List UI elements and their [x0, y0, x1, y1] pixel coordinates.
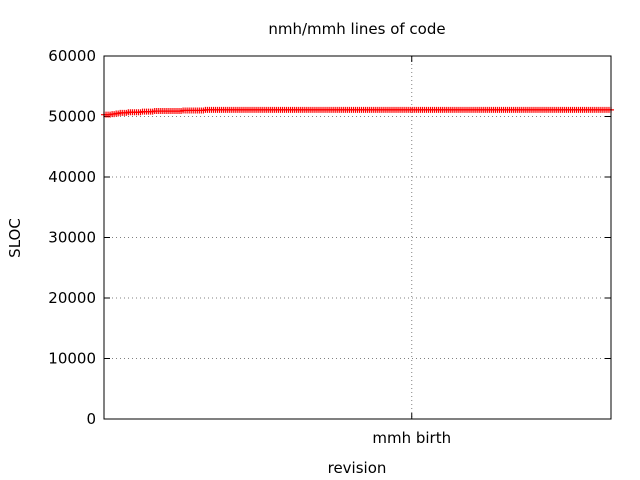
data-points — [101, 106, 614, 118]
grid — [104, 56, 611, 419]
y-tick-label: 30000 — [48, 229, 96, 247]
y-axis-label: SLOC — [6, 218, 24, 258]
chart-title: nmh/mmh lines of code — [268, 20, 445, 38]
y-tick-label: 60000 — [48, 47, 96, 65]
y-tick-label: 10000 — [48, 350, 96, 368]
y-tick-label: 0 — [86, 410, 96, 428]
x-tick-label: mmh birth — [372, 429, 451, 447]
y-tick-label: 40000 — [48, 168, 96, 186]
plot-frame — [103, 55, 612, 420]
y-tick-label: 20000 — [48, 289, 96, 307]
x-axis-label: revision — [328, 459, 387, 477]
y-tick-label: 50000 — [48, 108, 96, 126]
